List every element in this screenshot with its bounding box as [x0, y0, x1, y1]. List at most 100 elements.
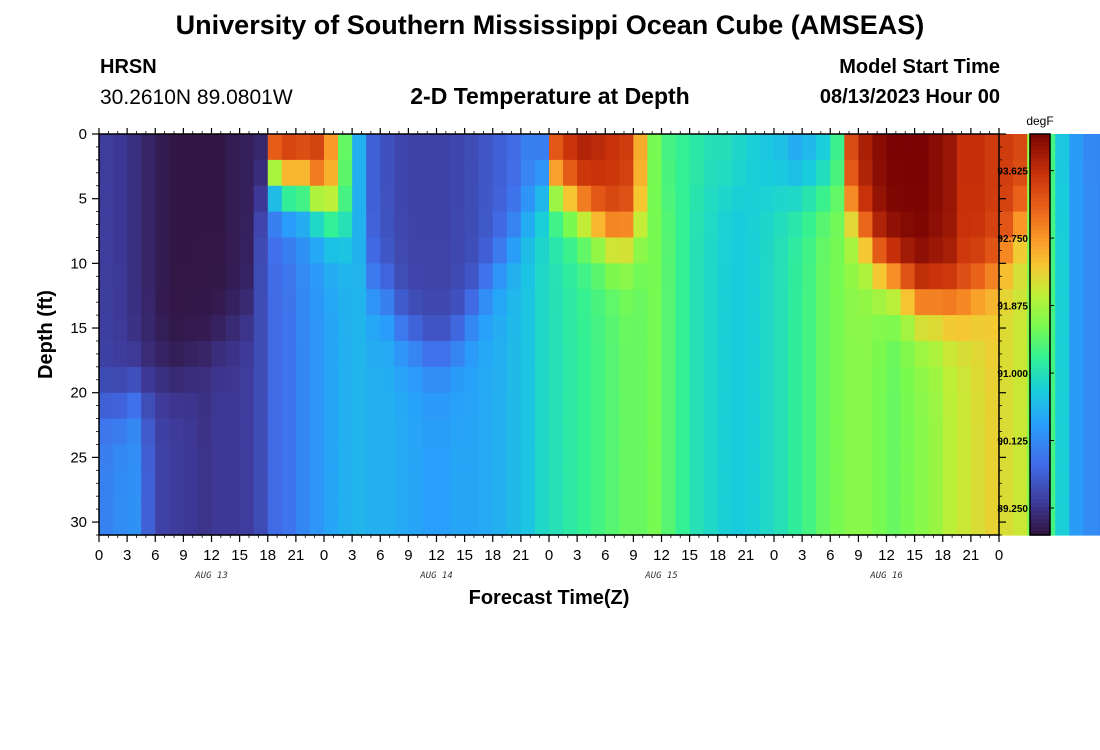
heatmap-cell — [689, 289, 705, 316]
heatmap-cell — [717, 418, 733, 446]
heatmap-cell — [197, 470, 213, 497]
heatmap-cell — [338, 263, 353, 290]
x-axis: 0 3 6 9 12 15 18 21 0 3 6 9 12 15 18 21 0 3 6 9 12 15 18 21 0 3 6 9… — [95, 128, 1003, 581]
heatmap-cell — [914, 237, 930, 264]
heatmap-cell — [830, 366, 845, 394]
heatmap-cell — [984, 134, 1000, 161]
heatmap-cell — [534, 340, 550, 368]
colorbar-segment — [1030, 266, 1050, 271]
heatmap-cell — [788, 392, 803, 420]
heatmap-cell — [956, 418, 972, 446]
heatmap-cell — [506, 366, 522, 394]
heatmap-cell — [914, 340, 930, 368]
heatmap-cell — [520, 289, 536, 316]
colorbar-segment — [1030, 206, 1050, 211]
heatmap-cell — [633, 185, 649, 213]
colorbar-segment — [1030, 430, 1050, 436]
heatmap-cell — [633, 522, 649, 536]
heatmap-cell — [352, 444, 367, 471]
heatmap-cell — [408, 237, 424, 264]
heatmap-cell — [295, 496, 311, 523]
heatmap-cell — [549, 366, 564, 394]
heatmap-cell — [422, 392, 438, 420]
heatmap-cell — [1055, 315, 1070, 342]
heatmap-cell — [492, 134, 508, 161]
heatmap-cell — [1055, 263, 1070, 290]
heatmap-cell — [267, 237, 283, 264]
heatmap-cell — [999, 263, 1014, 290]
heatmap-cell — [591, 366, 606, 394]
heatmap-cell — [844, 340, 859, 368]
heatmap-cell — [1097, 444, 1100, 471]
heatmap-cell — [408, 392, 424, 420]
heatmap-cell — [675, 159, 691, 187]
heatmap-cell — [858, 470, 874, 497]
heatmap-cell — [788, 418, 803, 446]
heatmap-cell — [591, 134, 606, 161]
heatmap-cell — [422, 289, 438, 316]
heatmap-cell — [759, 237, 775, 264]
heatmap-cell — [956, 134, 972, 161]
heatmap-cell — [239, 418, 255, 446]
heatmap-cell — [999, 159, 1014, 187]
heatmap-cell — [633, 366, 649, 394]
heatmap-cell — [956, 185, 972, 213]
heatmap-cell — [450, 159, 466, 187]
heatmap-cell — [886, 237, 902, 264]
x-tick-label: 3 — [798, 547, 806, 564]
heatmap-cell — [281, 496, 297, 523]
heatmap-cell — [422, 496, 438, 523]
heatmap-cell — [1013, 496, 1028, 523]
heatmap-cell — [647, 366, 663, 394]
heatmap-cell — [675, 134, 691, 161]
heatmap-cell — [633, 418, 649, 446]
heatmap-cell — [731, 185, 747, 213]
heatmap-cell — [858, 211, 874, 239]
heatmap-cell — [703, 134, 719, 161]
heatmap-cell — [802, 496, 817, 523]
heatmap-cell — [970, 470, 986, 497]
heatmap-cell — [169, 470, 184, 497]
heatmap-cell — [478, 315, 494, 342]
heatmap-cell — [731, 392, 747, 420]
colorbar-segment — [1030, 374, 1050, 380]
heatmap-cell — [450, 263, 466, 290]
heatmap-cell — [563, 134, 578, 161]
heatmap-cell — [928, 134, 944, 161]
heatmap-cell — [844, 159, 859, 187]
colorbar-segment — [1030, 494, 1050, 500]
heatmap-cell — [549, 392, 564, 420]
heatmap-cell — [914, 289, 930, 316]
heatmap-cell — [591, 315, 606, 342]
heatmap-cell — [942, 159, 958, 187]
heatmap-cell — [984, 237, 1000, 264]
heatmap-cell — [549, 289, 564, 316]
heatmap-cell — [731, 418, 747, 446]
heatmap-cell — [380, 366, 395, 394]
heatmap-cell — [858, 237, 874, 264]
x-tick-label: 21 — [288, 547, 305, 564]
heatmap-cell — [324, 289, 339, 316]
colorbar-segment — [1030, 262, 1050, 267]
heatmap-cell — [689, 496, 705, 523]
heatmap-cell — [520, 340, 536, 368]
heatmap-cell — [436, 134, 452, 161]
heatmap-cell — [478, 211, 494, 239]
heatmap-cell — [577, 185, 592, 213]
heatmap-cell — [197, 263, 213, 290]
heatmap-cell — [591, 418, 606, 446]
heatmap-cell — [984, 211, 1000, 239]
heatmap-cell — [534, 444, 550, 471]
heatmap-cell — [886, 185, 902, 213]
heatmap-cell — [633, 392, 649, 420]
heatmap-cell — [380, 392, 395, 420]
heatmap-cell — [549, 522, 564, 536]
heatmap-cell — [942, 418, 958, 446]
heatmap-cell — [886, 340, 902, 368]
heatmap-cell — [774, 418, 789, 446]
heatmap-cell — [605, 340, 620, 368]
heatmap-cell — [99, 496, 114, 523]
heatmap-cell — [900, 522, 916, 536]
heatmap-cell — [99, 237, 114, 264]
